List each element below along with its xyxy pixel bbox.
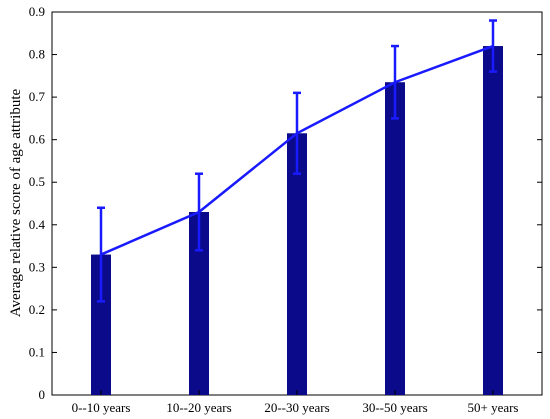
y-tick-label: 0 [39,387,46,402]
bar [385,82,405,395]
y-axis: 0 0.1 0.2 0.3 0.4 0.5 0.6 0.7 0.8 0.9 [29,4,542,402]
y-tick-label: 0.1 [29,344,45,359]
trend-line [100,44,494,256]
bars [91,46,503,396]
x-tick-label: 50+ years [467,400,518,415]
y-tick-label: 0.4 [29,217,46,232]
y-tick-label: 0.2 [29,302,45,317]
y-tick-label: 0.7 [29,89,46,104]
x-tick-label: 30--50 years [362,400,427,415]
x-tick-label: 20--30 years [264,400,329,415]
x-tick-label: 10--20 years [166,400,231,415]
y-tick-label: 0.9 [29,4,45,19]
bar [287,133,307,396]
x-tick-label: 0--10 years [72,400,131,415]
x-axis: 0--10 years 10--20 years 20--30 years 30--5… [72,390,519,415]
trend-line-group [100,44,494,256]
bar [91,254,111,395]
y-tick-label: 0.3 [29,259,45,274]
y-axis-title: Average relative score of age attribute [8,88,24,317]
bar [483,46,503,396]
y-tick-label: 0.5 [29,174,45,189]
y-tick-label: 0.6 [29,132,46,147]
bar [189,212,209,395]
y-tick-label: 0.8 [29,47,45,62]
